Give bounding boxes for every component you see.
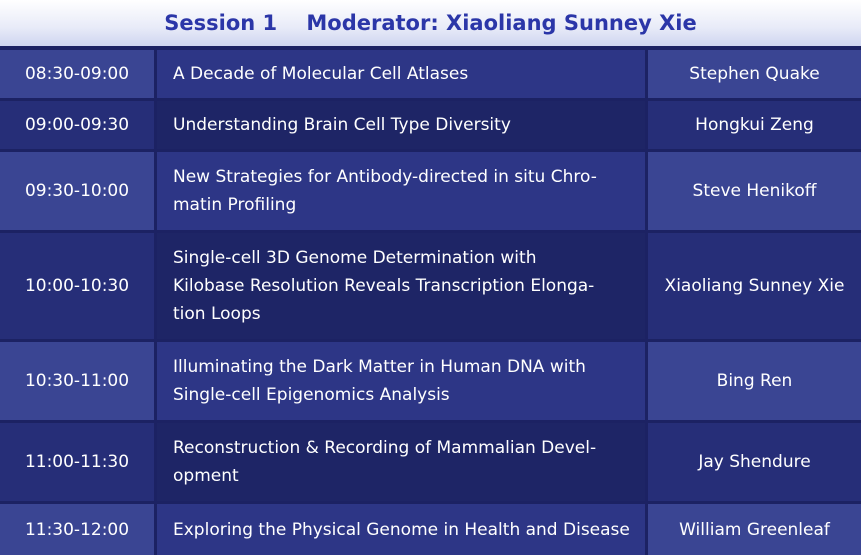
table-row: 09:00-09:30 Understanding Brain Cell Typ… — [0, 101, 861, 149]
table-row: 08:30-09:00 A Decade of Molecular Cell A… — [0, 50, 861, 98]
time-cell: 10:00-10:30 — [0, 233, 154, 339]
table-row: 11:30-12:00 Exploring the Physical Genom… — [0, 504, 861, 555]
session-header: Session 1 Moderator: Xiaoliang Sunney Xi… — [0, 0, 861, 48]
speaker-cell: Jay Shendure — [648, 423, 861, 501]
time-cell: 09:30-10:00 — [0, 152, 154, 230]
table-row: 09:30-10:00 New Strategies for Antibody-… — [0, 152, 861, 230]
talk-title-cell: Reconstruction & Recording of Mammalian … — [157, 423, 645, 501]
table-row: 10:00-10:30 Single-cell 3D Genome Determ… — [0, 233, 861, 339]
time-cell: 10:30-11:00 — [0, 342, 154, 420]
speaker-cell: Steve Henikoff — [648, 152, 861, 230]
time-cell: 11:00-11:30 — [0, 423, 154, 501]
talk-title-cell: Single-cell 3D Genome Determination with… — [157, 233, 645, 339]
table-row: 10:30-11:00 Illuminating the Dark Matter… — [0, 342, 861, 420]
moderator-label: Moderator: Xiaoliang Sunney Xie — [306, 11, 697, 35]
time-cell: 08:30-09:00 — [0, 50, 154, 98]
time-cell: 11:30-12:00 — [0, 504, 154, 555]
table-row: 11:00-11:30 Reconstruction & Recording o… — [0, 423, 861, 501]
speaker-cell: Stephen Quake — [648, 50, 861, 98]
time-cell: 09:00-09:30 — [0, 101, 154, 149]
talk-title-cell: Illuminating the Dark Matter in Human DN… — [157, 342, 645, 420]
talk-title-cell: Understanding Brain Cell Type Diversity — [157, 101, 645, 149]
talk-title-cell: A Decade of Molecular Cell Atlases — [157, 50, 645, 98]
talk-title-cell: Exploring the Physical Genome in Health … — [157, 504, 645, 555]
session-label: Session 1 — [164, 11, 278, 35]
talk-title-cell: New Strategies for Antibody-directed in … — [157, 152, 645, 230]
speaker-cell: Bing Ren — [648, 342, 861, 420]
speaker-cell: Xiaoliang Sunney Xie — [648, 233, 861, 339]
speaker-cell: William Greenleaf — [648, 504, 861, 555]
speaker-cell: Hongkui Zeng — [648, 101, 861, 149]
